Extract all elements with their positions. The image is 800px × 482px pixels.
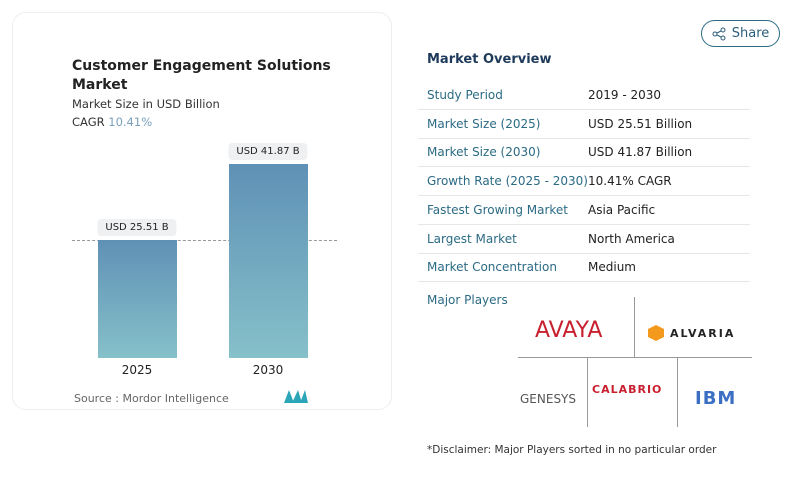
overview-row: Market Size (2025) USD 25.51 Billion — [418, 110, 750, 139]
row-value: North America — [588, 231, 675, 246]
overview-title: Market Overview — [427, 52, 552, 67]
row-value: Medium — [588, 260, 636, 275]
genesys-logo: GENESYS — [520, 392, 577, 406]
alvaria-icon — [648, 325, 664, 341]
disclaimer: *Disclaimer: Major Players sorted in no … — [427, 444, 717, 456]
players-title: Major Players — [427, 293, 508, 307]
avaya-logo: AVAYA — [535, 318, 603, 343]
row-key: Growth Rate (2025 - 2030) — [427, 174, 588, 189]
mordor-logo-icon — [284, 390, 308, 403]
calabrio-logo: CALABRIO — [592, 383, 663, 396]
row-value: USD 25.51 Billion — [588, 116, 693, 131]
share-label: Share — [731, 26, 770, 41]
row-value: Asia Pacific — [588, 202, 656, 217]
share-button[interactable]: Share — [701, 20, 780, 47]
overview-row: Study Period 2019 - 2030 — [418, 81, 750, 110]
reference-line — [72, 240, 337, 241]
row-key: Market Size (2030) — [427, 145, 541, 160]
row-key: Largest Market — [427, 231, 517, 246]
chart-subtitle: Market Size in USD Billion — [72, 97, 220, 111]
overview-row: Fastest Growing Market Asia Pacific — [418, 196, 750, 225]
overview-row: Market Concentration Medium — [418, 253, 750, 283]
alvaria-logo: ALVARIA — [648, 325, 735, 341]
row-key: Market Concentration — [427, 260, 557, 275]
data-label: USD 25.51 B — [97, 218, 177, 236]
overview-row: Growth Rate (2025 - 2030) 10.41% CAGR — [418, 167, 750, 197]
ibm-logo: IBM — [695, 388, 737, 409]
source: Source : Mordor Intelligence — [74, 392, 229, 405]
x-tick-label: 2025 — [121, 363, 153, 377]
overview-row: Largest Market North America — [418, 225, 750, 254]
chart-title: Customer Engagement Solutions Market — [72, 58, 331, 93]
chart-card — [12, 12, 392, 410]
cagr: CAGR 10.41% — [72, 115, 152, 129]
row-value: 10.41% CAGR — [588, 174, 672, 189]
bar-2030 — [229, 164, 308, 358]
row-key: Market Size (2025) — [427, 116, 541, 131]
overview-row: Market Size (2030) USD 41.87 Billion — [418, 138, 750, 168]
x-tick-label: 2030 — [252, 363, 284, 377]
row-key: Study Period — [427, 88, 503, 102]
data-label: USD 41.87 B — [228, 143, 308, 160]
cagr-value: 10.41% — [108, 115, 153, 129]
cagr-label: CAGR — [72, 115, 105, 129]
row-key: Fastest Growing Market — [427, 202, 569, 217]
row-value: USD 41.87 Billion — [588, 145, 693, 160]
share-icon — [712, 27, 726, 40]
row-value: 2019 - 2030 — [588, 88, 662, 102]
bar-2025 — [98, 239, 177, 358]
